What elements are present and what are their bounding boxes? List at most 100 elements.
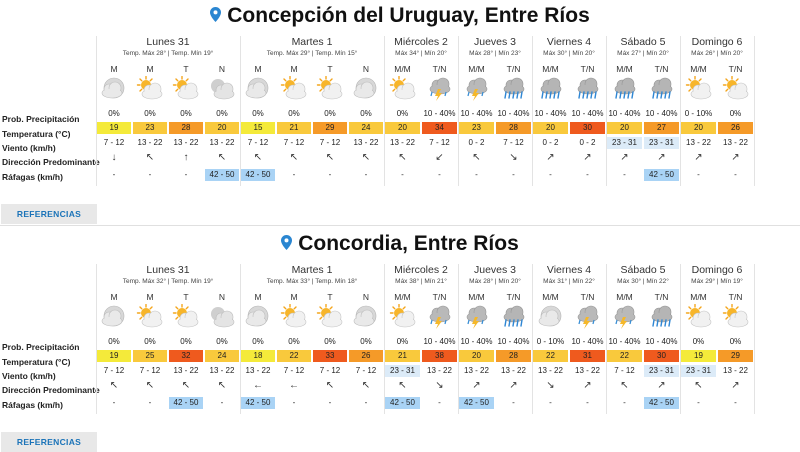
wind-direction-arrow: ↓ (111, 152, 117, 163)
day-temp-range: Máx 38° | Mín 21° (395, 278, 447, 285)
period-label: M/M (394, 292, 411, 302)
location-pin-icon (210, 4, 222, 28)
wind-direction-arrow: ↗ (657, 152, 666, 163)
gust-value: - (112, 398, 116, 407)
gust-value: 42 - 50 (644, 397, 679, 409)
gust-value: - (697, 398, 700, 407)
day-temp-range: Máx 31° | Mín 22° (543, 278, 595, 285)
temperature-value: 30 (570, 122, 605, 134)
precipitation-value: 10 - 40% (534, 109, 567, 118)
temperature-value: 24 (205, 350, 239, 362)
partly-icon (169, 303, 203, 330)
references-button[interactable]: REFERENCIAS (1, 432, 97, 452)
storm-icon (571, 304, 605, 330)
precipitation-value: 10 - 40% (423, 109, 456, 118)
day-separator (96, 264, 97, 414)
gust-value: - (623, 170, 626, 179)
temperature-value: 22 (607, 350, 642, 362)
wind-direction-arrow: ↖ (145, 380, 155, 391)
precipitation-value: 10 - 40% (497, 337, 530, 346)
partly-icon (169, 75, 203, 102)
day-header: Domingo 6 Máx 26° | Mín 20° (680, 36, 754, 58)
precipitation-value: 0% (729, 109, 742, 118)
wind-direction-arrow: ↗ (546, 152, 555, 163)
section-divider (0, 225, 800, 226)
temperature-value: 38 (422, 350, 457, 362)
day-separator (680, 36, 681, 186)
precipitation-value: 10 - 40% (460, 337, 493, 346)
gust-value: 42 - 50 (169, 397, 203, 409)
references-button[interactable]: REFERENCIAS (1, 204, 97, 224)
day-header: Martes 1 Temp. Máx 33° | Temp. Mín 18° (240, 264, 384, 286)
wind-direction-arrow: ↖ (217, 380, 227, 391)
day-separator (96, 36, 97, 186)
wind-value: 13 - 22 (686, 138, 711, 147)
location-title-text: Concordia, Entre Ríos (298, 232, 519, 255)
precipitation-value: 0% (360, 109, 372, 118)
gust-value: 42 - 50 (241, 169, 275, 181)
gust-value: 42 - 50 (644, 169, 679, 181)
wind-direction-arrow: ↖ (217, 152, 227, 163)
precipitation-value: 10 - 40% (645, 337, 678, 346)
wind-value: 13 - 22 (209, 366, 235, 375)
wind-direction-arrow: ↘ (546, 380, 555, 391)
gust-value: - (328, 398, 332, 407)
wind-direction-arrow: ↖ (694, 380, 703, 391)
day-separator (754, 264, 755, 414)
precipitation-value: 0% (396, 337, 409, 346)
precipitation-value: 10 - 40% (423, 337, 456, 346)
wind-value: 13 - 22 (723, 138, 748, 147)
wind-value: 13 - 22 (538, 366, 563, 375)
day-name: Jueves 3 (473, 264, 517, 276)
temperature-value: 23 (459, 122, 494, 134)
gust-value: 42 - 50 (385, 397, 420, 409)
gust-value: - (292, 398, 296, 407)
precipitation-value: 0% (324, 337, 336, 346)
day-header: Martes 1 Temp. Máx 29° | Temp. Mín 15° (240, 36, 384, 58)
storm-icon (460, 304, 494, 330)
cloudy-icon (349, 76, 383, 102)
precipitation-value: 0% (180, 337, 192, 346)
gust-value: 42 - 50 (241, 397, 275, 409)
wind-direction-arrow: ↙ (435, 152, 444, 163)
period-label: T/N (728, 64, 743, 74)
gust-value: - (512, 398, 515, 407)
partly-icon (386, 75, 420, 102)
temperature-value: 19 (97, 122, 131, 134)
day-header: Lunes 31 Temp. Máx 32° | Temp. Mín 19° (96, 264, 240, 286)
precipitation-value: 0% (216, 337, 228, 346)
wind-value: 13 - 22 (209, 138, 235, 147)
location-title: Concepción del Uruguay, Entre Ríos (0, 4, 800, 28)
temperature-value: 20 (607, 122, 642, 134)
rain-icon (645, 76, 679, 102)
temperature-value: 20 (205, 122, 239, 134)
wind-direction-arrow: ↗ (731, 152, 740, 163)
rain-icon (534, 76, 568, 102)
period-label: N (218, 292, 226, 302)
wind-value: 23 - 31 (644, 365, 679, 377)
partly-icon (719, 75, 753, 102)
wind-direction-arrow: ← (253, 380, 263, 391)
wind-value: 23 - 31 (644, 137, 679, 149)
period-label: T/N (728, 292, 743, 302)
precipitation-value: 0 - 10% (536, 337, 565, 346)
day-temp-range: Máx 34° | Mín 20° (395, 50, 447, 57)
gust-value: - (438, 170, 441, 179)
period-label: T/N (432, 292, 447, 302)
day-header: Viernes 4 Máx 30° | Mín 20° (532, 36, 606, 58)
period-label: M/M (616, 64, 633, 74)
wind-direction-arrow: ↗ (620, 152, 629, 163)
temperature-value: 19 (681, 350, 716, 362)
day-separator (458, 36, 459, 186)
gust-value: - (220, 398, 224, 407)
wind-direction-arrow: ↘ (435, 380, 444, 391)
day-name: Jueves 3 (473, 36, 517, 48)
period-label: T/N (580, 64, 595, 74)
gust-label: Ráfagas (km/h) (2, 172, 63, 182)
gust-value: - (512, 170, 515, 179)
wind-value: 13 - 22 (723, 366, 748, 375)
cloudy-icon (97, 304, 131, 330)
rain-icon (645, 304, 679, 330)
period-label: T (183, 64, 189, 74)
temperature-value: 28 (169, 122, 203, 134)
